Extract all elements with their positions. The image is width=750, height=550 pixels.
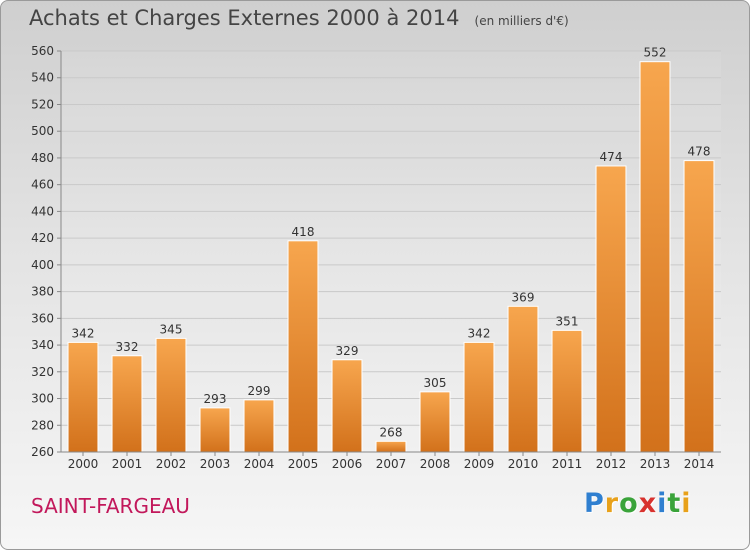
x-tick-label-2006: 2006 bbox=[332, 457, 363, 471]
y-tick-label: 400 bbox=[31, 258, 54, 272]
value-labels: 342 332 345 293 299 418 329 268 305 342 369 351 474 5… bbox=[72, 46, 711, 440]
value-label-2007: 268 bbox=[380, 425, 403, 439]
logo-letter: i bbox=[657, 488, 668, 519]
bar-2006 bbox=[331, 359, 363, 453]
value-label-2006: 329 bbox=[336, 344, 359, 358]
y-tick-label: 480 bbox=[31, 151, 54, 165]
bar-2005 bbox=[287, 240, 319, 453]
x-tick-label-2008: 2008 bbox=[420, 457, 451, 471]
value-label-2009: 342 bbox=[468, 326, 491, 340]
bar-2013 bbox=[639, 61, 671, 453]
proxiti-logo: Proxiti bbox=[584, 488, 692, 519]
y-tick-label: 380 bbox=[31, 285, 54, 299]
logo-letter: P bbox=[584, 488, 605, 519]
value-label-2002: 345 bbox=[160, 322, 183, 336]
y-axis-ticks: 260 280 300 320 340 360 380 400 420 440 460 480 500 5… bbox=[31, 44, 61, 459]
bar-2010 bbox=[507, 305, 539, 453]
y-tick-label: 280 bbox=[31, 418, 54, 432]
bars bbox=[67, 61, 715, 453]
logo-letter: t bbox=[667, 488, 682, 519]
x-tick-label-2013: 2013 bbox=[640, 457, 671, 471]
value-label-2001: 332 bbox=[116, 340, 139, 354]
x-tick-label-2011: 2011 bbox=[552, 457, 583, 471]
bar-2009 bbox=[463, 341, 495, 453]
y-tick-label: 340 bbox=[31, 338, 54, 352]
x-tick-label-2003: 2003 bbox=[200, 457, 231, 471]
logo-letter: r bbox=[604, 488, 620, 519]
value-label-2008: 305 bbox=[424, 376, 447, 390]
chart-subtitle: (en milliers d'€) bbox=[474, 14, 569, 28]
bar-2003 bbox=[199, 407, 231, 453]
y-tick-label: 540 bbox=[31, 71, 54, 85]
bar-2002 bbox=[155, 337, 187, 453]
x-tick-label-2005: 2005 bbox=[288, 457, 319, 471]
x-tick-label-2004: 2004 bbox=[244, 457, 275, 471]
value-label-2003: 293 bbox=[204, 392, 227, 406]
y-tick-label: 260 bbox=[31, 445, 54, 459]
y-tick-label: 420 bbox=[31, 231, 54, 245]
bar-2001 bbox=[111, 355, 143, 453]
y-tick-label: 520 bbox=[31, 97, 54, 111]
y-tick-label: 440 bbox=[31, 204, 54, 218]
chart-title-block: Achats et Charges Externes 2000 à 2014 (… bbox=[29, 6, 569, 30]
x-tick-label-2009: 2009 bbox=[464, 457, 495, 471]
bar-2012 bbox=[595, 165, 627, 453]
value-label-2014: 478 bbox=[688, 145, 711, 159]
y-tick-label: 560 bbox=[31, 44, 54, 58]
x-axis-ticks: 2000 2001 2002 2003 2004 2005 2006 2007 2008 2009… bbox=[68, 452, 715, 471]
x-tick-label-2001: 2001 bbox=[112, 457, 143, 471]
x-tick-label-2010: 2010 bbox=[508, 457, 539, 471]
value-label-2000: 342 bbox=[72, 326, 95, 340]
value-label-2005: 418 bbox=[292, 225, 315, 239]
x-tick-label-2002: 2002 bbox=[156, 457, 187, 471]
bar-2007 bbox=[375, 440, 407, 453]
logo-letter: x bbox=[638, 488, 658, 519]
value-label-2004: 299 bbox=[248, 384, 271, 398]
y-tick-label: 300 bbox=[31, 392, 54, 406]
x-tick-label-2000: 2000 bbox=[68, 457, 99, 471]
logo-letter: o bbox=[619, 488, 639, 519]
value-label-2010: 369 bbox=[512, 290, 535, 304]
y-tick-label: 500 bbox=[31, 124, 54, 138]
location-label: SAINT-FARGEAU bbox=[31, 494, 190, 518]
bar-2008 bbox=[419, 391, 451, 453]
value-label-2013: 552 bbox=[644, 46, 667, 60]
bar-2014 bbox=[683, 160, 715, 453]
y-tick-label: 320 bbox=[31, 365, 54, 379]
bar-chart: 342 332 345 293 299 418 329 268 305 342 369 351 474 5… bbox=[31, 44, 721, 471]
value-label-2012: 474 bbox=[600, 150, 623, 164]
bar-2004 bbox=[243, 399, 275, 453]
y-tick-label: 360 bbox=[31, 311, 54, 325]
logo-letter: i bbox=[681, 488, 692, 519]
bar-2000 bbox=[67, 341, 99, 453]
x-tick-label-2014: 2014 bbox=[684, 457, 715, 471]
bar-2011 bbox=[551, 329, 583, 453]
x-tick-label-2007: 2007 bbox=[376, 457, 407, 471]
y-tick-label: 460 bbox=[31, 178, 54, 192]
chart-title: Achats et Charges Externes 2000 à 2014 bbox=[29, 6, 460, 30]
x-tick-label-2012: 2012 bbox=[596, 457, 627, 471]
value-label-2011: 351 bbox=[556, 314, 579, 328]
